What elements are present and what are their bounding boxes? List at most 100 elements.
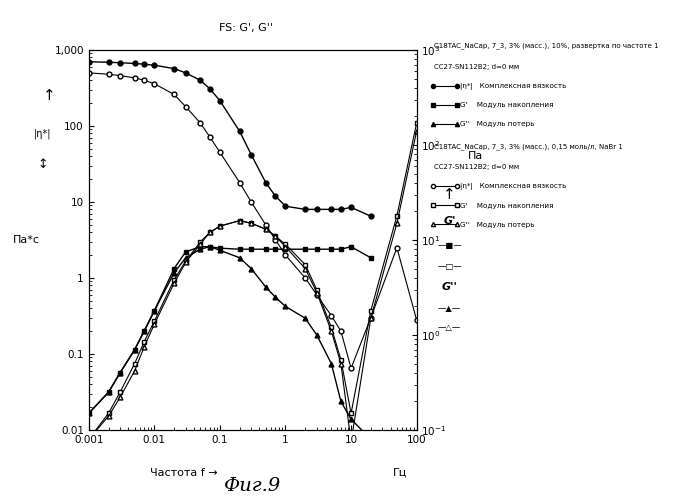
s1_eta xyxy=(150,62,158,68)
s1_Gp xyxy=(262,246,270,252)
s1_Gpp xyxy=(85,410,93,416)
Line: s1_Gp: s1_Gp xyxy=(86,244,373,416)
s1_Gpp xyxy=(182,255,190,261)
Text: Фиг.9: Фиг.9 xyxy=(224,477,281,495)
Text: —■—: —■— xyxy=(437,241,462,250)
Text: Па: Па xyxy=(468,152,484,162)
s1_Gp xyxy=(216,245,224,251)
s2_Gpp xyxy=(85,436,93,442)
s2_eta xyxy=(301,275,309,281)
Text: C18TAC_NaCap, 7_3, 3% (масс.), 10%, развертка по частоте 1: C18TAC_NaCap, 7_3, 3% (масс.), 10%, разв… xyxy=(434,42,658,50)
s2_Gp xyxy=(262,226,270,232)
s1_Gpp xyxy=(104,389,113,395)
s1_Gpp xyxy=(196,246,204,252)
s2_Gpp xyxy=(262,226,270,232)
s2_Gpp xyxy=(281,244,290,250)
s2_Gpp xyxy=(116,394,124,400)
Text: |η*|   Комплексная вязкость: |η*| Комплексная вязкость xyxy=(460,82,566,89)
s1_Gp xyxy=(337,246,345,252)
s1_Gpp xyxy=(116,370,124,376)
s1_Gp xyxy=(247,246,255,252)
Line: s1_Gpp: s1_Gpp xyxy=(86,244,373,442)
s1_Gp xyxy=(196,244,204,250)
s2_Gpp xyxy=(367,316,375,322)
s2_Gp xyxy=(216,223,224,229)
s2_eta xyxy=(327,312,335,318)
s2_Gpp xyxy=(104,413,113,419)
s1_eta xyxy=(182,70,190,76)
s2_Gp xyxy=(337,356,345,362)
s2_eta xyxy=(182,104,190,110)
Text: Частота f →: Частота f → xyxy=(150,468,218,477)
s2_Gp xyxy=(247,220,255,226)
s2_Gp xyxy=(413,120,421,126)
Text: FS: G', G'': FS: G', G'' xyxy=(219,22,273,32)
s1_Gpp xyxy=(130,346,139,352)
s1_Gp xyxy=(130,346,139,352)
Text: ↕: ↕ xyxy=(38,158,48,170)
Text: CC27-SN112B2; d=0 мм: CC27-SN112B2; d=0 мм xyxy=(434,64,519,70)
s1_Gp xyxy=(170,266,178,272)
s2_eta xyxy=(140,77,148,83)
s1_Gpp xyxy=(206,244,214,250)
s1_eta xyxy=(85,59,93,65)
Text: |η*|   Комплексная вязкость: |η*| Комплексная вязкость xyxy=(460,183,566,190)
s1_Gp xyxy=(140,328,148,334)
s2_Gpp xyxy=(271,233,279,239)
s1_eta xyxy=(271,193,279,199)
s1_eta xyxy=(247,152,255,158)
s2_Gp xyxy=(170,277,178,283)
s1_Gpp xyxy=(367,436,375,442)
s2_Gpp xyxy=(206,230,214,235)
s2_Gpp xyxy=(327,328,335,334)
s2_Gpp xyxy=(182,260,190,266)
Line: s2_Gpp: s2_Gpp xyxy=(86,128,419,444)
s2_Gpp xyxy=(150,321,158,327)
s1_eta xyxy=(104,59,113,65)
s1_Gp xyxy=(271,246,279,252)
s2_Gpp xyxy=(413,128,421,134)
s1_eta xyxy=(130,60,139,66)
s2_Gp xyxy=(347,410,355,416)
s1_Gpp xyxy=(337,398,345,404)
s2_eta xyxy=(281,252,290,258)
s1_Gpp xyxy=(347,416,355,422)
Text: G'    Модуль накопления: G' Модуль накопления xyxy=(460,102,553,108)
s2_eta xyxy=(236,180,244,186)
s2_eta xyxy=(85,70,93,76)
s1_Gp xyxy=(327,246,335,252)
s1_eta xyxy=(206,86,214,91)
s2_Gpp xyxy=(196,242,204,248)
Line: s1_eta: s1_eta xyxy=(86,60,373,218)
s2_eta xyxy=(206,134,214,140)
s1_Gp xyxy=(104,389,113,395)
s1_eta xyxy=(216,98,224,103)
Text: G'    Модуль накопления: G' Модуль накопления xyxy=(460,202,553,208)
s1_eta xyxy=(262,180,270,186)
s1_Gpp xyxy=(170,270,178,276)
s1_Gp xyxy=(206,244,214,250)
s1_eta xyxy=(347,204,355,210)
Text: —△—: —△— xyxy=(438,323,461,332)
s1_Gp xyxy=(116,370,124,376)
s2_eta xyxy=(216,150,224,156)
Text: —□—: —□— xyxy=(437,262,462,271)
s1_Gpp xyxy=(281,304,290,310)
s2_Gp xyxy=(313,286,321,292)
s1_Gpp xyxy=(313,332,321,338)
s2_eta xyxy=(367,314,375,320)
s1_eta xyxy=(140,61,148,67)
Line: s2_eta: s2_eta xyxy=(86,70,419,370)
s2_Gp xyxy=(367,308,375,314)
Text: G'': G'' xyxy=(441,282,458,292)
s1_Gp xyxy=(301,246,309,252)
s2_Gp xyxy=(140,338,148,344)
Text: ↑: ↑ xyxy=(43,88,56,103)
s1_Gp xyxy=(367,255,375,261)
s2_Gp xyxy=(393,212,401,218)
s2_Gp xyxy=(327,324,335,330)
s2_Gp xyxy=(130,360,139,366)
s1_eta xyxy=(116,60,124,66)
Text: G''   Модуль потерь: G'' Модуль потерь xyxy=(460,121,534,127)
s2_Gpp xyxy=(313,290,321,296)
